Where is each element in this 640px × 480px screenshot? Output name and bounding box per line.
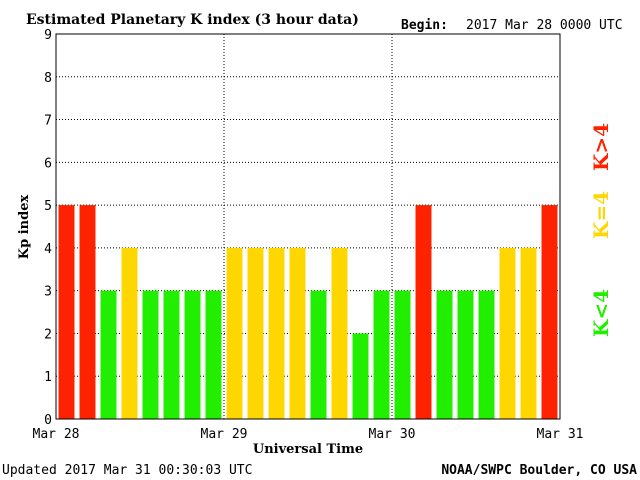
y-tick-label: 5	[44, 199, 52, 214]
y-tick-label: 1	[44, 370, 52, 385]
y-tick-label: 4	[44, 242, 52, 257]
x-tick-label: Mar 29	[201, 427, 248, 442]
kp-bar	[247, 247, 264, 419]
kp-bar	[415, 205, 432, 419]
kp-bar	[79, 205, 96, 419]
y-tick-labels: 0 1 2 3 4 5 6 7 8 9	[44, 28, 52, 428]
legend-item: K>4	[589, 123, 613, 171]
kp-bar	[394, 290, 411, 419]
kp-bar	[541, 205, 558, 419]
kp-bar	[310, 290, 327, 419]
kp-bar	[205, 290, 222, 419]
kp-bar	[499, 247, 516, 419]
y-axis-title: Kp index	[17, 195, 32, 260]
y-tick-label: 7	[44, 114, 52, 129]
kp-bar	[142, 290, 159, 419]
chart-title: Estimated Planetary K index (3 hour data…	[26, 12, 359, 28]
legend: K<4 K=4 K>4	[589, 123, 613, 337]
kp-bar	[373, 290, 390, 419]
kp-bar	[121, 247, 138, 419]
kp-bar	[163, 290, 180, 419]
y-tick-label: 2	[44, 327, 52, 342]
kp-bar	[289, 247, 306, 419]
updated-text: Updated 2017 Mar 31 00:30:03 UTC	[2, 463, 252, 478]
source-text: NOAA/SWPC Boulder, CO USA	[441, 463, 637, 478]
y-tick-label: 9	[44, 28, 52, 43]
kp-bar	[436, 290, 453, 419]
kp-bar	[226, 247, 243, 419]
begin-label: Begin:	[401, 18, 448, 33]
x-tick-label: Mar 28	[33, 427, 80, 442]
x-axis-title: Universal Time	[253, 442, 363, 457]
x-tick-label: Mar 31	[537, 427, 584, 442]
kp-bar	[478, 290, 495, 419]
y-tick-label: 6	[44, 156, 52, 171]
legend-item: K<4	[589, 289, 613, 337]
kp-bar	[58, 205, 75, 419]
plot-frame	[55, 33, 561, 420]
bars-group	[58, 205, 558, 419]
kp-bar	[184, 290, 201, 419]
begin-value: 2017 Mar 28 0000 UTC	[466, 18, 623, 33]
y-tick-label: 3	[44, 285, 52, 300]
kp-bar	[100, 290, 117, 419]
legend-item: K=4	[589, 191, 613, 239]
grid-lines	[56, 34, 560, 419]
x-tick-label: Mar 30	[369, 427, 416, 442]
kp-bar	[457, 290, 474, 419]
y-tick-label: 8	[44, 71, 52, 86]
kp-bar	[520, 247, 537, 419]
kp-bar	[352, 333, 369, 419]
y-tick-label: 0	[44, 413, 52, 428]
kp-bar	[331, 247, 348, 419]
kp-bar	[268, 247, 285, 419]
x-tick-labels: Mar 28 Mar 29 Mar 30 Mar 31	[33, 427, 584, 442]
